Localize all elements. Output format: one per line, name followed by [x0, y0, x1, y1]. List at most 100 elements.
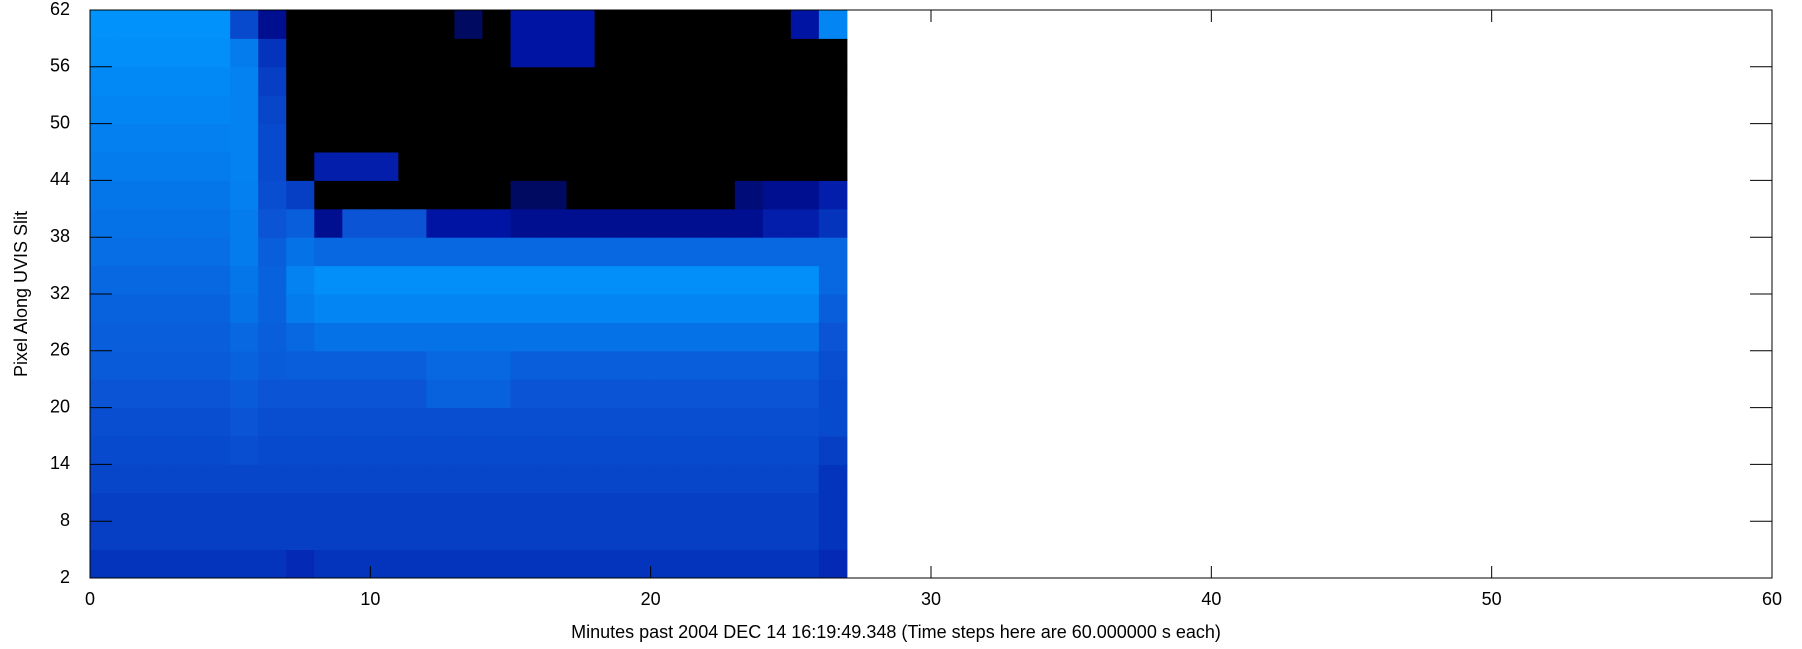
- cell: [258, 123, 287, 153]
- cell: [230, 180, 259, 210]
- cell: [174, 407, 203, 437]
- cell: [706, 95, 736, 125]
- cell: [762, 66, 792, 96]
- cell: [622, 294, 652, 323]
- cell: [258, 294, 287, 323]
- cell: [286, 436, 315, 465]
- cell: [454, 208, 483, 238]
- cell: [426, 379, 455, 409]
- cell: [594, 492, 624, 522]
- cell: [510, 123, 540, 153]
- cell: [510, 407, 540, 437]
- cell: [426, 436, 455, 465]
- cell: [790, 492, 820, 522]
- cell: [706, 436, 736, 465]
- cell: [202, 237, 231, 267]
- cell: [342, 208, 371, 238]
- cell: [398, 66, 427, 96]
- cell: [286, 95, 315, 125]
- cell: [622, 66, 652, 96]
- cell: [678, 492, 708, 522]
- cell: [510, 294, 540, 323]
- cell: [370, 208, 399, 238]
- cell: [118, 549, 147, 579]
- cell: [650, 521, 680, 551]
- cell: [202, 10, 231, 39]
- cell: [398, 152, 427, 181]
- cell: [230, 237, 259, 267]
- cell: [566, 123, 596, 153]
- cell: [706, 549, 736, 579]
- cell: [790, 237, 820, 267]
- y-tick-label: 2: [60, 567, 70, 587]
- cell: [650, 322, 680, 352]
- cell: [426, 38, 455, 68]
- cell: [594, 38, 624, 68]
- cell: [678, 237, 708, 267]
- cell: [734, 95, 764, 125]
- cell: [398, 549, 427, 579]
- cell: [762, 38, 792, 68]
- cell: [90, 38, 119, 68]
- cell: [118, 152, 147, 181]
- cell: [510, 549, 540, 579]
- cell: [342, 38, 371, 68]
- cell: [370, 294, 399, 323]
- cell: [146, 350, 175, 380]
- cell: [286, 66, 315, 96]
- cell: [426, 237, 455, 267]
- x-tick-label: 60: [1762, 589, 1782, 609]
- cell: [398, 294, 427, 323]
- cell: [482, 379, 511, 409]
- cell: [426, 464, 455, 494]
- cell: [566, 95, 596, 125]
- cell: [510, 436, 540, 465]
- cell: [622, 436, 652, 465]
- cell: [286, 379, 315, 409]
- cell: [230, 10, 259, 39]
- cell: [510, 180, 540, 210]
- cell: [174, 123, 203, 153]
- x-axis-label: Minutes past 2004 DEC 14 16:19:49.348 (T…: [571, 622, 1221, 642]
- cell: [762, 294, 792, 323]
- cell: [566, 549, 596, 579]
- cell: [258, 322, 287, 352]
- cell: [482, 152, 511, 181]
- cell: [370, 379, 399, 409]
- cell: [90, 436, 119, 465]
- cell: [398, 123, 427, 153]
- cell: [118, 38, 147, 68]
- cell: [538, 464, 568, 494]
- cell: [482, 265, 511, 295]
- cell: [818, 66, 848, 96]
- cell: [398, 208, 427, 238]
- cell: [790, 436, 820, 465]
- cell: [734, 265, 764, 295]
- cell: [538, 123, 568, 153]
- cell: [398, 95, 427, 125]
- cell: [398, 492, 427, 522]
- cell: [538, 350, 568, 380]
- cell: [146, 208, 175, 238]
- y-tick-label: 8: [60, 510, 70, 530]
- cell: [342, 66, 371, 96]
- cell: [454, 549, 483, 579]
- cell: [734, 123, 764, 153]
- cell: [230, 265, 259, 295]
- cell: [678, 322, 708, 352]
- cell: [762, 180, 792, 210]
- cell: [370, 464, 399, 494]
- cell: [370, 180, 399, 210]
- cell: [454, 436, 483, 465]
- cell: [482, 95, 511, 125]
- cell: [202, 66, 231, 96]
- cell: [734, 492, 764, 522]
- cell: [566, 66, 596, 96]
- cell: [202, 123, 231, 153]
- cell: [342, 294, 371, 323]
- x-tick-label: 30: [921, 589, 941, 609]
- cell: [454, 95, 483, 125]
- cell: [286, 237, 315, 267]
- cell: [314, 322, 343, 352]
- cell: [510, 492, 540, 522]
